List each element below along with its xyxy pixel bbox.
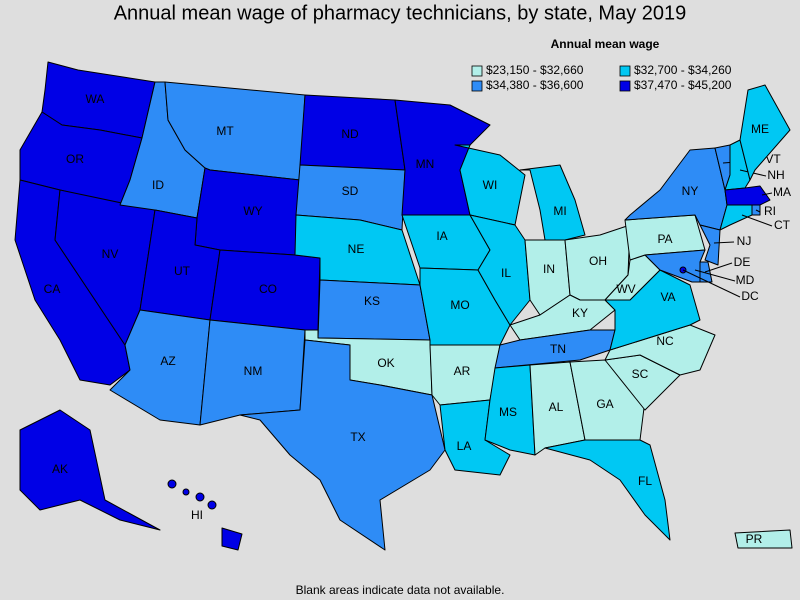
state-label: WA <box>86 92 105 106</box>
state-label: TN <box>550 342 566 356</box>
state-label: NE <box>348 242 365 256</box>
legend-swatch <box>619 80 631 92</box>
states: WA OR CA NV ID MT WY UT CO AZ NM ND SD NE KS OK TX MN IA MO… <box>14 61 793 551</box>
state-label: PA <box>657 232 672 246</box>
map-title: Annual mean wage of pharmacy technicians… <box>114 2 687 24</box>
leader-line <box>694 269 736 282</box>
state-label: LA <box>457 439 472 453</box>
state-label: DC <box>741 289 759 303</box>
state-shape <box>569 359 646 441</box>
state-label: IN <box>543 262 555 276</box>
legend-label: $23,150 - $32,660 <box>486 63 584 77</box>
state-label: NV <box>102 247 119 261</box>
legend-label: $37,470 - $45,200 <box>634 78 732 92</box>
state-label: FL <box>638 474 652 488</box>
state-label: AZ <box>160 354 175 368</box>
state-label: MA <box>773 185 791 199</box>
leader-line <box>755 209 761 213</box>
state-label: MI <box>553 204 566 218</box>
state-label: IL <box>501 266 511 280</box>
state-shape <box>317 279 431 341</box>
state-label: PR <box>746 532 763 546</box>
state-label: IA <box>436 229 447 243</box>
state-label: SD <box>342 184 359 198</box>
leader-line <box>704 262 733 273</box>
legend-label: $32,700 - $34,260 <box>634 63 732 77</box>
legend-swatch <box>471 65 483 77</box>
state-label: NY <box>682 184 699 198</box>
legend-swatch <box>471 80 483 92</box>
state-shape <box>644 249 706 283</box>
legend-swatch <box>619 65 631 77</box>
state-label: NC <box>656 334 674 348</box>
state-label: WV <box>616 282 635 296</box>
state-shape <box>604 324 716 376</box>
state-shape <box>699 224 721 266</box>
leader-line <box>713 241 735 244</box>
state-label: AL <box>549 400 564 414</box>
state-label: UT <box>174 264 191 278</box>
island <box>182 488 190 496</box>
state-shape <box>739 84 791 181</box>
legend: $23,150 - $32,660 $32,700 - $34,260 $34,38… <box>471 63 732 92</box>
state-label: OH <box>589 254 607 268</box>
state-shape <box>221 527 243 551</box>
leader-line <box>741 214 773 227</box>
state-label: CA <box>44 282 61 296</box>
state-label: DE <box>734 255 751 269</box>
state-label: OR <box>66 152 84 166</box>
state-shape <box>239 339 446 551</box>
state-label: KS <box>364 294 380 308</box>
state-label: MT <box>216 124 234 138</box>
state-label: ID <box>152 178 164 192</box>
island <box>207 500 217 510</box>
state-label: MD <box>736 273 755 287</box>
state-label: MN <box>416 157 435 171</box>
legend-title: Annual mean wage <box>551 37 660 51</box>
state-label: VA <box>660 290 675 304</box>
island <box>167 479 177 489</box>
state-label: CT <box>774 218 791 232</box>
state-label: ND <box>341 127 359 141</box>
state-shape <box>734 529 793 549</box>
state-label: AR <box>454 364 471 378</box>
state-shape <box>719 204 753 231</box>
state-label: OK <box>377 356 394 370</box>
state-label: WY <box>243 204 262 218</box>
state-label: SC <box>632 367 649 381</box>
state-label: MO <box>450 298 469 312</box>
state-label: WI <box>483 178 498 192</box>
state-label: RI <box>764 204 776 218</box>
state-label: ME <box>751 122 769 136</box>
leader-line <box>682 269 741 298</box>
state-label: NH <box>767 168 784 182</box>
state-label: AK <box>52 462 68 476</box>
state-label: NM <box>244 364 263 378</box>
leader-line <box>761 192 773 196</box>
island <box>195 492 205 502</box>
state-label: CO <box>259 282 277 296</box>
state-label: MS <box>499 405 517 419</box>
legend-label: $34,380 - $36,600 <box>486 78 584 92</box>
state-label: NJ <box>737 234 752 248</box>
state-label: TX <box>350 430 365 444</box>
state-label: VT <box>765 152 781 166</box>
state-label: GA <box>596 397 613 411</box>
footnote: Blank areas indicate data not available. <box>296 583 505 597</box>
state-shape <box>19 409 161 531</box>
state-label: HI <box>191 508 203 522</box>
state-label: KY <box>572 306 588 320</box>
state-shape <box>544 439 671 541</box>
